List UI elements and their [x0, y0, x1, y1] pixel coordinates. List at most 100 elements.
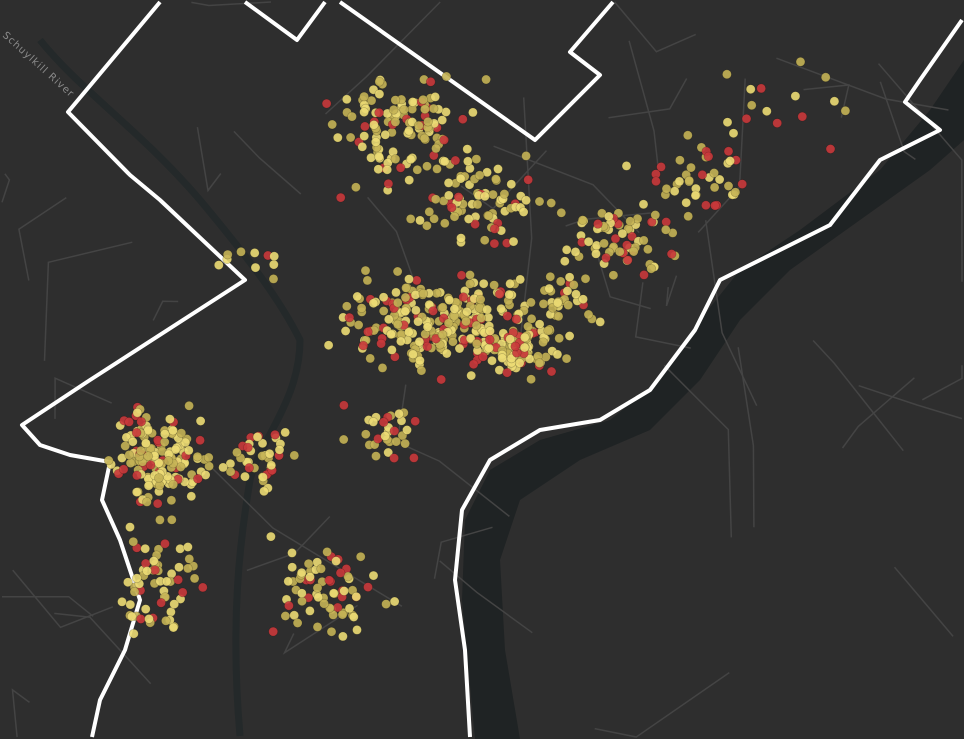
incident-point[interactable]: [515, 274, 526, 285]
incident-point[interactable]: [456, 233, 466, 243]
incident-point[interactable]: [400, 292, 411, 303]
incident-point[interactable]: [411, 305, 421, 316]
incident-point[interactable]: [327, 119, 338, 130]
incident-point[interactable]: [493, 164, 503, 174]
incident-point[interactable]: [546, 198, 557, 208]
incident-point[interactable]: [168, 479, 178, 490]
incident-point[interactable]: [289, 450, 300, 461]
incident-point[interactable]: [168, 622, 179, 633]
incident-point[interactable]: [439, 156, 450, 167]
incident-point[interactable]: [155, 515, 165, 525]
incident-point[interactable]: [404, 274, 414, 284]
incident-point[interactable]: [496, 303, 506, 314]
incident-point[interactable]: [599, 238, 609, 249]
incident-point[interactable]: [638, 199, 649, 210]
incident-point[interactable]: [511, 314, 522, 325]
incident-point[interactable]: [489, 224, 500, 234]
incident-point[interactable]: [359, 91, 369, 102]
incident-point[interactable]: [471, 338, 482, 349]
incident-point[interactable]: [651, 176, 661, 187]
incident-point[interactable]: [428, 103, 439, 114]
incident-point[interactable]: [470, 219, 480, 229]
incident-point[interactable]: [795, 56, 806, 67]
incident-point[interactable]: [389, 596, 400, 607]
incident-point[interactable]: [480, 191, 490, 202]
incident-point[interactable]: [722, 69, 732, 80]
incident-point[interactable]: [422, 161, 432, 171]
incident-point[interactable]: [534, 358, 545, 368]
incident-point[interactable]: [193, 473, 203, 484]
incident-point[interactable]: [481, 74, 491, 85]
incident-point[interactable]: [723, 146, 734, 157]
incident-point[interactable]: [274, 444, 285, 455]
incident-point[interactable]: [184, 445, 194, 456]
incident-point[interactable]: [534, 196, 545, 207]
incident-point[interactable]: [425, 77, 436, 87]
incident-point[interactable]: [125, 458, 136, 468]
incident-point[interactable]: [627, 231, 637, 242]
incident-point[interactable]: [154, 473, 164, 483]
incident-point[interactable]: [561, 245, 572, 255]
incident-point[interactable]: [514, 358, 525, 368]
incident-point[interactable]: [554, 333, 565, 344]
incident-point[interactable]: [160, 538, 170, 549]
incident-point[interactable]: [394, 408, 404, 419]
incident-point[interactable]: [189, 573, 200, 584]
incident-point[interactable]: [402, 425, 412, 435]
incident-point[interactable]: [167, 514, 177, 525]
incident-point[interactable]: [328, 588, 339, 599]
incident-point[interactable]: [563, 300, 574, 310]
incident-point[interactable]: [432, 164, 442, 174]
incident-point[interactable]: [450, 155, 461, 166]
incident-point[interactable]: [526, 313, 537, 324]
incident-point[interactable]: [360, 121, 370, 132]
incident-point[interactable]: [462, 144, 473, 154]
incident-point[interactable]: [163, 455, 174, 466]
incident-point[interactable]: [145, 460, 156, 470]
incident-point[interactable]: [622, 255, 633, 265]
incident-point[interactable]: [132, 487, 142, 497]
incident-point[interactable]: [737, 179, 748, 189]
incident-point[interactable]: [353, 320, 364, 330]
incident-point[interactable]: [128, 536, 139, 547]
incident-point[interactable]: [462, 306, 472, 317]
incident-point[interactable]: [448, 336, 458, 347]
incident-point[interactable]: [463, 156, 473, 167]
incident-point[interactable]: [376, 338, 386, 349]
incident-point[interactable]: [165, 414, 175, 424]
incident-point[interactable]: [160, 429, 170, 439]
incident-point[interactable]: [123, 577, 133, 588]
incident-point[interactable]: [348, 612, 359, 622]
incident-point[interactable]: [562, 286, 573, 296]
incident-point[interactable]: [555, 276, 566, 287]
incident-point[interactable]: [457, 114, 468, 124]
incident-point[interactable]: [359, 107, 369, 117]
incident-point[interactable]: [684, 175, 695, 186]
incident-point[interactable]: [305, 606, 315, 616]
incident-point[interactable]: [362, 275, 373, 286]
incident-point[interactable]: [580, 273, 591, 284]
incident-point[interactable]: [761, 106, 772, 116]
incident-point[interactable]: [710, 200, 720, 211]
incident-point[interactable]: [674, 176, 685, 187]
incident-point[interactable]: [270, 429, 280, 440]
incident-point[interactable]: [519, 332, 530, 343]
incident-point[interactable]: [117, 596, 127, 607]
incident-point[interactable]: [390, 154, 401, 164]
incident-point[interactable]: [341, 301, 352, 312]
incident-point[interactable]: [124, 417, 134, 427]
incident-point[interactable]: [357, 142, 368, 152]
incident-point[interactable]: [374, 76, 385, 87]
incident-point[interactable]: [709, 168, 719, 178]
incident-point[interactable]: [389, 426, 400, 436]
incident-point[interactable]: [169, 599, 179, 609]
incident-point[interactable]: [437, 115, 448, 125]
incident-point[interactable]: [258, 472, 268, 483]
incident-point[interactable]: [840, 106, 851, 116]
incident-point[interactable]: [723, 181, 734, 191]
incident-point[interactable]: [722, 117, 733, 127]
incident-point[interactable]: [195, 416, 206, 426]
incident-point[interactable]: [264, 448, 275, 459]
incident-point[interactable]: [124, 450, 134, 460]
